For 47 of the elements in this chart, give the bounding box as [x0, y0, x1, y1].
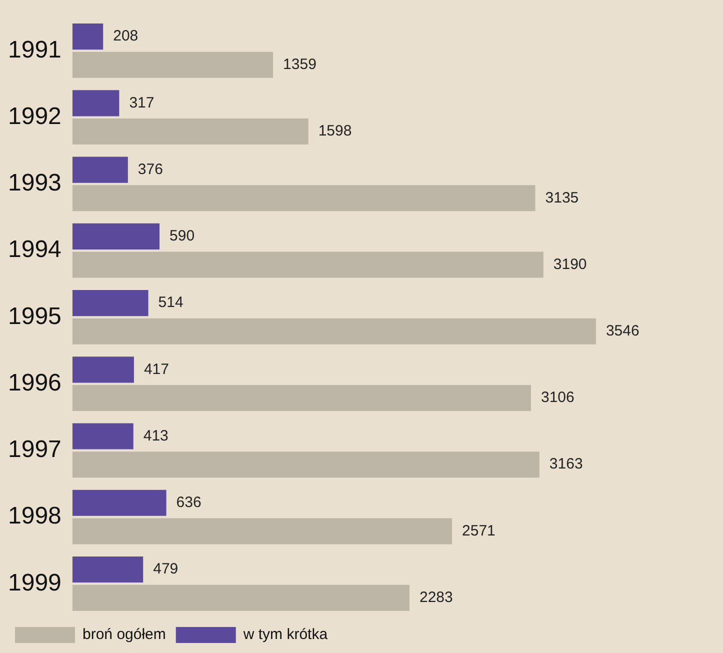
y-tick-label: 1991: [8, 36, 62, 64]
bar: [72, 423, 134, 450]
data-label: 636: [176, 494, 202, 512]
bar: [72, 156, 128, 183]
bar: [72, 223, 160, 250]
bar: [72, 318, 596, 344]
data-label: 590: [170, 228, 195, 245]
bar: [72, 24, 104, 50]
bar: [72, 556, 144, 583]
data-label: 413: [143, 427, 168, 444]
y-tick-label: 1997: [8, 436, 62, 464]
data-label: 479: [153, 560, 178, 578]
bar: [72, 490, 166, 516]
data-label: 208: [113, 28, 138, 45]
bar: [72, 290, 148, 316]
data-label: 1359: [283, 56, 316, 74]
data-label: 2283: [419, 588, 453, 606]
y-tick-label: 1995: [8, 302, 62, 330]
bar: [72, 584, 410, 611]
data-label: 417: [144, 360, 169, 378]
bar: [72, 518, 452, 544]
bar: [72, 384, 531, 412]
data-label: 3163: [549, 456, 583, 473]
y-tick-label: 1994: [8, 236, 62, 264]
y-tick-label: 1996: [8, 369, 62, 396]
data-label: 2571: [462, 522, 496, 540]
bar: [72, 52, 274, 78]
bar: [72, 252, 544, 278]
bar: [72, 356, 134, 383]
data-label: 317: [129, 94, 154, 112]
data-label: 3135: [545, 189, 579, 206]
data-label: 514: [158, 294, 184, 312]
data-label: 1598: [318, 122, 352, 140]
bar: [72, 185, 536, 212]
data-label: 3190: [553, 256, 587, 273]
legend-label: broń ogółem: [82, 626, 166, 644]
y-tick-label: 1992: [8, 102, 62, 130]
legend-label: w tym krótka: [242, 626, 328, 644]
data-label: 3106: [541, 389, 574, 406]
bar: [72, 452, 540, 478]
y-tick-label: 1998: [8, 502, 62, 530]
data-label: 376: [138, 160, 163, 178]
data-label: 3546: [606, 322, 640, 340]
bar: [72, 90, 120, 116]
bar: [72, 118, 308, 145]
y-tick-label: 1993: [8, 170, 62, 197]
y-tick-label: 1999: [8, 569, 62, 596]
